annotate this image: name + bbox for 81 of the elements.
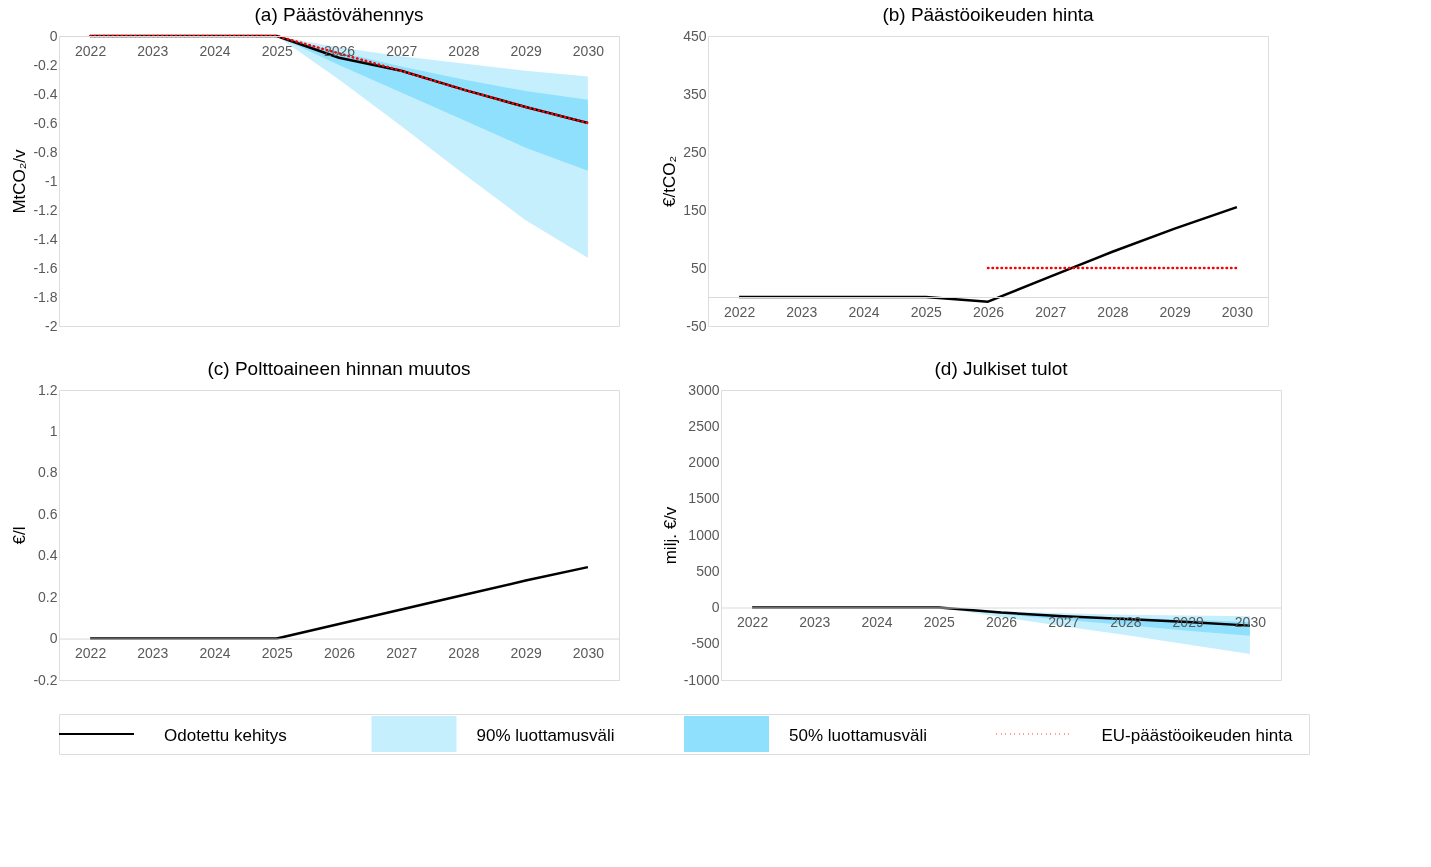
y-tick-label: 450 — [683, 27, 707, 44]
x-tick-label: 2023 — [786, 303, 818, 320]
y-tick-label: 0 — [49, 27, 58, 44]
y-tick-label: 0.4 — [38, 547, 58, 564]
x-tick-label: 2026 — [985, 614, 1018, 630]
y-tick-label: 500 — [696, 562, 720, 579]
y-tick-label: -1.6 — [33, 259, 58, 276]
y-tick-label: 0.2 — [38, 588, 58, 605]
y-tick-label: 0.6 — [38, 505, 58, 522]
chart-title: (b) Päästöoikeuden hinta — [882, 4, 1095, 25]
y-tick-label: -0.6 — [33, 114, 58, 131]
y-axis-title: MtCO₂/v — [10, 148, 30, 214]
y-tick-label: 3000 — [688, 381, 720, 398]
y-tick-label: -50 — [686, 317, 707, 334]
x-tick-label: 2029 — [510, 645, 542, 662]
y-tick-label: 0.8 — [38, 464, 58, 481]
y-tick-label: -0.2 — [33, 671, 58, 688]
x-tick-label: 2024 — [199, 42, 231, 59]
x-tick-label: 2023 — [137, 42, 169, 59]
x-tick-label: 2025 — [261, 42, 294, 59]
y-tick-label: 150 — [683, 201, 707, 218]
x-tick-label: 2027 — [386, 645, 418, 662]
x-tick-label: 2022 — [75, 645, 107, 662]
chart-title: (d) Julkiset tulot — [934, 358, 1069, 379]
y-tick-label: 1000 — [688, 526, 720, 543]
x-tick-label: 2026 — [323, 645, 356, 662]
y-tick-label: 350 — [683, 85, 707, 102]
y-tick-label: 0 — [711, 599, 720, 615]
x-tick-label: 2024 — [848, 303, 880, 320]
y-tick-label: 2500 — [688, 417, 720, 434]
x-tick-label: 2027 — [1035, 303, 1067, 320]
x-tick-label: 2027 — [1048, 614, 1080, 630]
legend-label: 90% luottamusväli — [476, 726, 615, 745]
x-tick-label: 2030 — [572, 645, 605, 662]
y-tick-label: -1.4 — [33, 230, 58, 247]
x-tick-label: 2022 — [737, 614, 769, 630]
x-tick-label: 2023 — [799, 614, 831, 630]
y-tick-label: 250 — [683, 143, 707, 160]
x-tick-label: 2022 — [75, 42, 107, 59]
legend-label: 50% luottamusväli — [789, 726, 927, 745]
y-tick-label: 1500 — [688, 490, 720, 507]
y-tick-label: -1.8 — [33, 288, 58, 305]
y-tick-label: 50 — [690, 259, 707, 276]
x-tick-label: 2029 — [510, 42, 542, 59]
y-tick-label: 1.2 — [38, 381, 58, 398]
y-tick-label: 2000 — [688, 454, 720, 470]
x-tick-label: 2024 — [861, 614, 893, 630]
x-tick-label: 2028 — [448, 645, 480, 662]
x-tick-label: 2028 — [448, 42, 480, 59]
y-axis-title: milj. €/v — [660, 506, 680, 565]
x-tick-label: 2030 — [1234, 614, 1267, 630]
y-tick-label: -0.4 — [33, 85, 58, 102]
y-tick-label: -1.2 — [33, 201, 58, 218]
legend-label: Odotettu kehitys — [164, 726, 287, 745]
x-tick-label: 2028 — [1097, 303, 1129, 320]
x-tick-label: 2025 — [923, 614, 956, 630]
x-tick-label: 2030 — [1221, 303, 1254, 320]
line-series — [88, 565, 590, 640]
y-tick-label: 0 — [49, 630, 58, 647]
x-tick-label: 2022 — [724, 303, 756, 320]
y-axis-title: €/tCO₂ — [660, 156, 680, 207]
y-tick-label: -0.2 — [33, 56, 58, 73]
x-tick-label: 2025 — [261, 645, 294, 662]
y-tick-label: -1000 — [683, 671, 720, 688]
x-tick-label: 2026 — [972, 303, 1005, 320]
x-tick-label: 2027 — [386, 42, 418, 59]
x-tick-label: 2029 — [1159, 303, 1191, 320]
y-tick-label: -0.8 — [33, 143, 58, 160]
legend-label: EU-päästöoikeuden hinta — [1101, 726, 1293, 745]
x-tick-label: 2024 — [199, 645, 231, 662]
chart-title: (c) Polttoaineen hinnan muutos — [207, 358, 471, 379]
x-tick-label: 2030 — [572, 42, 605, 59]
y-tick-label: -2 — [45, 317, 58, 334]
x-tick-label: 2023 — [137, 645, 169, 662]
line-series — [737, 205, 1239, 303]
chart-title: (a) Päästövähennys — [254, 4, 424, 25]
y-tick-label: -1 — [45, 172, 58, 189]
y-axis-title: €/l — [10, 526, 30, 545]
y-tick-label: -500 — [691, 635, 720, 652]
y-tick-label: 1 — [49, 422, 58, 439]
x-tick-label: 2025 — [910, 303, 943, 320]
